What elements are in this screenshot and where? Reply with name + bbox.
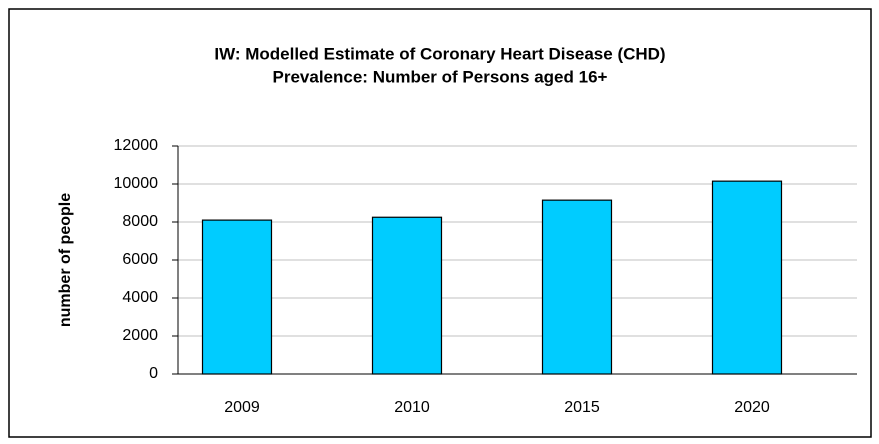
bar xyxy=(541,199,613,375)
y-tick-label: 6000 xyxy=(122,251,158,268)
x-tick-label: 2010 xyxy=(394,399,430,416)
y-tick-label: 10000 xyxy=(114,175,159,192)
bar xyxy=(371,216,443,375)
y-axis-label: number of people xyxy=(57,193,74,327)
chart-title-line: Prevalence: Number of Persons aged 16+ xyxy=(273,67,608,86)
chart-title-line: IW: Modelled Estimate of Coronary Heart … xyxy=(214,44,665,63)
x-tick-label: 2020 xyxy=(734,399,770,416)
y-tick-label: 2000 xyxy=(122,327,158,344)
bar xyxy=(711,180,783,375)
y-tick-label: 4000 xyxy=(122,289,158,306)
x-tick-label: 2009 xyxy=(224,399,260,416)
y-tick-label: 8000 xyxy=(122,213,158,230)
x-tick-label: 2015 xyxy=(564,399,600,416)
y-tick-label: 0 xyxy=(149,365,158,382)
bar xyxy=(201,219,273,375)
y-tick-label: 12000 xyxy=(114,137,159,154)
